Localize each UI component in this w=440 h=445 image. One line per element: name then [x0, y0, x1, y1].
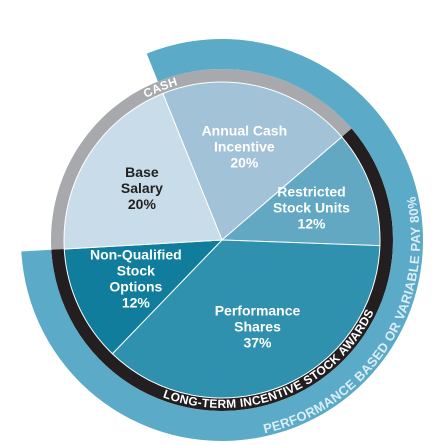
slice-label: Non-Qualified	[90, 246, 182, 262]
slice-label: Performance	[215, 303, 301, 319]
pie-slice	[63, 239, 224, 355]
slice-label: Base	[125, 164, 159, 180]
slice-label: Options	[109, 278, 162, 294]
slice-value-label: 12%	[122, 294, 151, 310]
ring-segment	[51, 128, 393, 412]
pie-slice	[220, 136, 381, 247]
slice-label: Shares	[234, 319, 281, 335]
slice-value-label: 12%	[297, 215, 326, 231]
slice-label: Salary	[121, 180, 163, 196]
slice-value-label: 37%	[243, 335, 272, 351]
slice-value-label: 20%	[230, 155, 259, 171]
pie-slice	[63, 92, 223, 250]
pie-slice	[111, 239, 381, 399]
slice-label: Annual Cash	[202, 123, 288, 139]
slice-label: Stock	[117, 262, 155, 278]
slice-label: Restricted	[277, 183, 345, 199]
slice-label: Incentive	[214, 139, 275, 155]
pie-slice	[162, 81, 343, 241]
slice-value-label: 20%	[128, 196, 157, 212]
slice-label: Stock Units	[273, 199, 350, 215]
